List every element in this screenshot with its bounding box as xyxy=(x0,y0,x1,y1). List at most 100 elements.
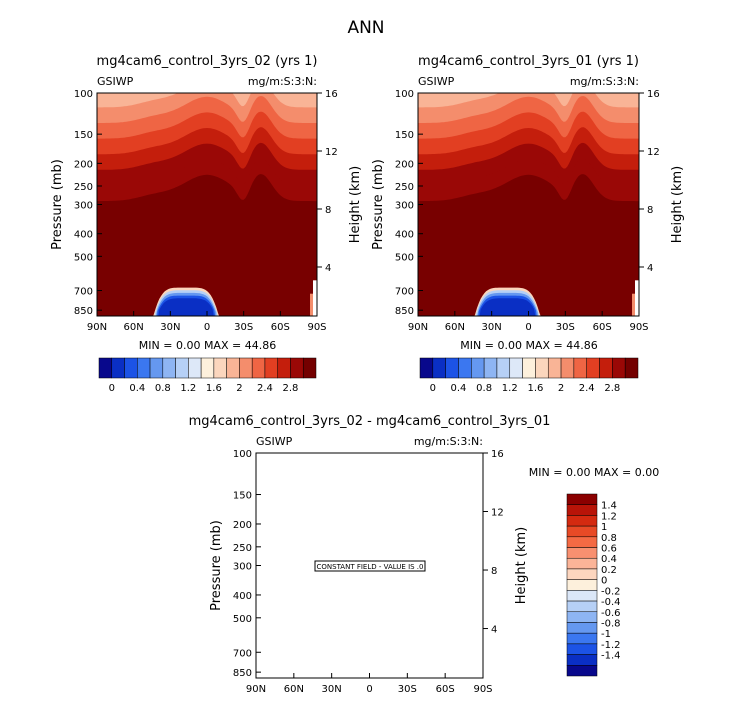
y-tick-label: 700 xyxy=(233,648,252,659)
y-tick-label: 150 xyxy=(233,491,252,502)
x-tick-label: 0 xyxy=(525,322,531,333)
colorbar-swatch xyxy=(566,600,598,613)
colorbar-label: 0.4 xyxy=(451,383,467,394)
panel-1: mg4cam6_control_3yrs_02 (yrs 1) GSIWP mg/m… xyxy=(50,54,363,333)
colorbar-swatch xyxy=(566,632,598,645)
colorbar-label: 2.8 xyxy=(604,383,620,394)
contour-field xyxy=(418,93,639,316)
colorbar-swatch xyxy=(149,357,164,379)
x-tick-label: 30S xyxy=(398,684,417,695)
x-tick-label: 90S xyxy=(307,322,326,333)
annotation-text: CONSTANT FIELD - VALUE IS .0 xyxy=(317,563,424,571)
y2-tick-label: 12 xyxy=(325,147,338,158)
x-tick-label: 90S xyxy=(629,322,648,333)
y-tick-label: 250 xyxy=(233,543,252,554)
panel-3: CONSTANT FIELD - VALUE IS .0 mg4cam6_cont… xyxy=(189,414,660,695)
x-tick-label: 90N xyxy=(246,684,266,695)
colorbar-swatch xyxy=(586,357,600,379)
surface-speck-2 xyxy=(310,293,313,316)
colorbar-swatch xyxy=(566,536,598,548)
y-tick-label: 700 xyxy=(395,286,414,297)
y2-tick-label: 16 xyxy=(325,89,338,100)
colorbar-1: MIN = 0.00 MAX = 44.86 0 0.4 0.8 1.2 1.6 2 2.4 2… xyxy=(98,339,317,394)
panel-title: mg4cam6_control_3yrs_02 - mg4cam6_contro… xyxy=(189,414,551,429)
panel-title: mg4cam6_control_3yrs_01 (yrs 1) xyxy=(418,54,639,69)
colorbar-label: 0.4 xyxy=(129,383,145,394)
y2-axis-label: Height (km) xyxy=(514,527,529,604)
surface-speck-2 xyxy=(632,293,635,316)
colorbar-swatch xyxy=(111,357,125,379)
y2-tick-label: 8 xyxy=(647,205,653,216)
colorbar-label: 2.4 xyxy=(579,383,595,394)
colorbar-label: 2 xyxy=(558,383,564,394)
x-tick-label: 60N xyxy=(445,322,465,333)
y-tick-label: 150 xyxy=(74,130,93,141)
y-tick-label: 150 xyxy=(395,130,414,141)
colorbar-swatch xyxy=(566,579,598,591)
y-tick-label: 300 xyxy=(233,562,252,573)
colorbar-label: 0 xyxy=(601,576,607,587)
colorbar-label: 1.2 xyxy=(601,511,617,522)
colorbar-label: 0.4 xyxy=(601,554,617,565)
colorbar-swatch xyxy=(566,493,598,505)
colorbar-swatch xyxy=(566,611,598,623)
y-tick-label: 500 xyxy=(395,252,414,263)
colorbar-label: -0.8 xyxy=(601,618,621,629)
colorbar-label: 1.2 xyxy=(502,383,518,394)
x-tick-label: 30S xyxy=(556,322,575,333)
y2-axis-label: Height (km) xyxy=(670,166,685,243)
x-tick-label: 30N xyxy=(160,322,180,333)
colorbar-swatch xyxy=(560,357,575,379)
x-tick-label: 60S xyxy=(593,322,612,333)
colorbar-swatch xyxy=(547,357,562,379)
y2-tick-label: 16 xyxy=(491,449,504,460)
colorbar-label: -1.2 xyxy=(601,640,621,651)
stats-label: MIN = 0.00 MAX = 44.86 xyxy=(460,339,597,352)
y-tick-label: 400 xyxy=(74,230,93,241)
units-label: mg/m:S:3:N: xyxy=(248,75,317,88)
colorbar-swatch xyxy=(277,357,291,379)
colorbar-swatch xyxy=(522,357,536,379)
stats-label: MIN = 0.00 MAX = 0.00 xyxy=(529,466,659,479)
colorbar-swatch xyxy=(566,547,598,559)
colorbar-swatch xyxy=(535,357,549,379)
colorbar-swatch xyxy=(264,357,278,379)
x-tick-label: 30N xyxy=(482,322,502,333)
page-title: ANN xyxy=(347,18,384,38)
contour-band-0 xyxy=(97,174,317,316)
colorbar-swatch xyxy=(566,622,598,634)
y-axis-label: Pressure (mb) xyxy=(50,159,65,250)
y2-tick-label: 4 xyxy=(647,263,653,274)
colorbar-swatch xyxy=(188,357,202,379)
colorbar-swatch xyxy=(509,357,523,379)
colorbar-swatch xyxy=(175,357,189,379)
colorbar-swatch xyxy=(239,357,253,379)
x-tick-label: 0 xyxy=(366,684,372,695)
y-tick-label: 400 xyxy=(233,591,252,602)
dome-band-4 xyxy=(479,298,536,316)
colorbar-label: 0 xyxy=(430,383,436,394)
colorbar-label: 1.2 xyxy=(180,383,196,394)
colorbar-label: -0.4 xyxy=(601,597,621,608)
x-tick-label: 60S xyxy=(436,684,455,695)
colorbar-swatch xyxy=(573,357,587,379)
y2-tick-label: 8 xyxy=(491,566,497,577)
colorbar-swatch xyxy=(483,357,498,379)
x-tick-label: 0 xyxy=(204,322,210,333)
colorbar-swatch xyxy=(290,357,304,379)
colorbar-swatch xyxy=(226,357,240,379)
colorbar-swatch xyxy=(200,357,215,379)
y-tick-label: 100 xyxy=(395,89,414,100)
left-label: GSIWP xyxy=(256,435,293,448)
annotation-box xyxy=(314,560,426,572)
colorbar-label: -1.4 xyxy=(601,651,621,662)
y-tick-label: 300 xyxy=(395,201,414,212)
y-axis-label: Pressure (mb) xyxy=(209,520,224,611)
colorbar-label: 0.6 xyxy=(601,544,617,555)
x-tick-label: 90N xyxy=(87,322,107,333)
stats-label: MIN = 0.00 MAX = 44.86 xyxy=(139,339,276,352)
units-label: mg/m:S:3:N: xyxy=(570,75,639,88)
y2-tick-label: 8 xyxy=(325,205,331,216)
y-tick-label: 850 xyxy=(233,668,252,679)
